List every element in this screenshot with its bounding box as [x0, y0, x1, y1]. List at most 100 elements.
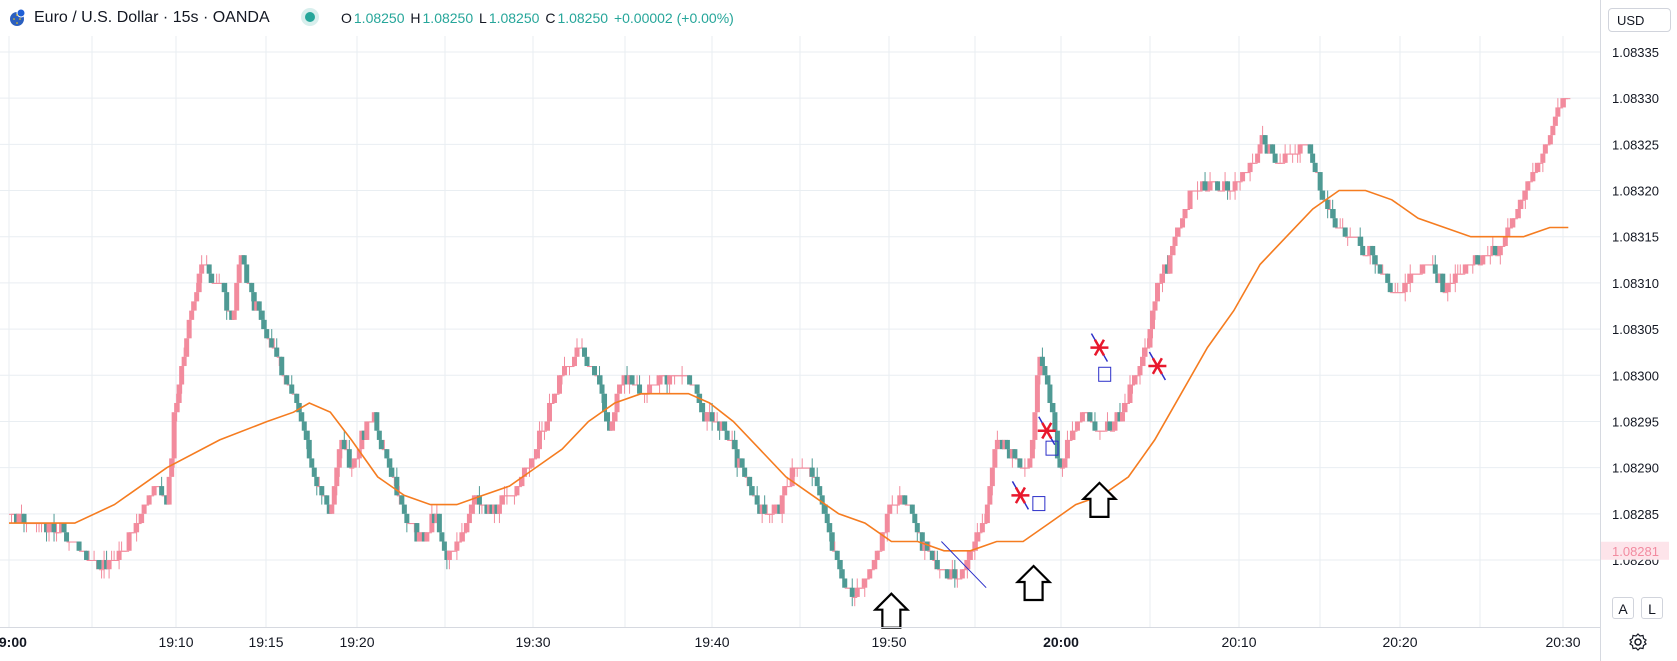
candle-body [409, 523, 415, 525]
candle-body [561, 366, 567, 376]
candle-body [1537, 162, 1543, 164]
candle-body [1362, 255, 1368, 257]
candle-body [244, 264, 250, 283]
marker-box[interactable] [1032, 496, 1046, 512]
candle-body [566, 366, 572, 368]
candle-body [754, 495, 760, 505]
candle-body [234, 282, 240, 311]
candle-body [1430, 264, 1436, 266]
candle-body [536, 430, 542, 450]
candle-body [897, 495, 903, 505]
candle-body [574, 347, 580, 357]
candle-body [1037, 356, 1043, 376]
candle-body [71, 541, 77, 543]
candle-body [1357, 236, 1363, 246]
star-marker[interactable] [1037, 422, 1056, 440]
candle-body [769, 513, 775, 515]
candle-body [914, 523, 920, 533]
candle-body [932, 560, 938, 561]
candle-body [1235, 181, 1241, 183]
candle-body [1317, 172, 1323, 191]
star-marker[interactable] [1148, 357, 1167, 375]
candle-body [126, 532, 132, 551]
candle-body [944, 569, 950, 579]
candle-body [992, 449, 998, 468]
star-marker[interactable] [1090, 339, 1109, 356]
candle-body [1022, 467, 1028, 469]
candle-body [94, 560, 100, 561]
auto-scale-button[interactable]: A [1612, 597, 1634, 619]
candle-body [757, 504, 763, 514]
up-arrow-annotation[interactable] [1080, 481, 1119, 518]
candle-body [907, 504, 913, 506]
candle-body [764, 513, 770, 515]
euro-flag-icon[interactable] [8, 9, 26, 27]
candle-body [602, 393, 608, 413]
candle-body [999, 439, 1005, 450]
candle-body [1465, 264, 1471, 266]
candle-body [206, 264, 212, 274]
candle-body [1452, 273, 1458, 283]
x-tick-label: 20:00 [1043, 634, 1079, 650]
star-marker[interactable] [1011, 486, 1030, 504]
candle-body [269, 338, 275, 348]
candle-body [211, 282, 217, 284]
candle-body [426, 532, 432, 534]
candle-body [1122, 402, 1128, 413]
trend-line[interactable] [941, 541, 987, 589]
candle-body [1380, 273, 1386, 275]
candle-body [659, 375, 665, 377]
candle-body [1272, 153, 1278, 163]
candle-body [281, 375, 287, 377]
candle-body [1162, 264, 1168, 274]
candle-body [824, 513, 830, 524]
candle-body [404, 513, 410, 524]
candle-body [131, 532, 137, 534]
candle-body [226, 310, 232, 312]
candle-body [266, 338, 272, 340]
candle-body [1147, 329, 1153, 348]
candle-body [1057, 458, 1063, 468]
candle-body [774, 504, 780, 506]
candle-body [1482, 255, 1488, 257]
candle-body [1082, 412, 1088, 414]
candle-body [707, 412, 713, 414]
log-scale-button[interactable]: L [1641, 597, 1663, 619]
symbol-title[interactable]: Euro / U.S. Dollar · 15s · OANDA [34, 9, 270, 26]
candle-body [1197, 190, 1203, 192]
candle-body [139, 513, 145, 524]
candle-body [942, 569, 948, 571]
candle-body [967, 550, 973, 560]
candle-body [1475, 255, 1481, 265]
candle-body [749, 486, 755, 496]
candle-series [9, 98, 1571, 607]
candle-body [1295, 153, 1301, 155]
candle-body [924, 541, 930, 551]
gear-icon[interactable] [1627, 631, 1649, 653]
candle-body [1157, 282, 1163, 284]
candle-body [341, 439, 347, 450]
candle-body [1360, 245, 1366, 256]
candle-body [1462, 264, 1468, 274]
candle-body [1382, 273, 1388, 275]
candle-body [874, 550, 880, 560]
up-arrow-annotation[interactable] [872, 592, 911, 629]
up-arrow-annotation[interactable] [1014, 564, 1053, 602]
marker-box[interactable] [1098, 366, 1112, 382]
candle-body [1440, 273, 1446, 293]
candle-body [1137, 366, 1143, 376]
candle-body [832, 550, 838, 552]
candle-body [254, 301, 260, 311]
candle-body [1395, 292, 1401, 294]
candle-body [784, 486, 790, 488]
candle-body [1542, 144, 1548, 154]
candle-body [809, 467, 815, 477]
candle-body [1104, 421, 1110, 431]
currency-selector[interactable]: USD [1608, 8, 1671, 32]
candle-body [1012, 449, 1018, 459]
candle-body [489, 504, 495, 514]
candle-body [116, 550, 122, 560]
candle-body [972, 541, 978, 551]
candle-body [321, 495, 327, 497]
